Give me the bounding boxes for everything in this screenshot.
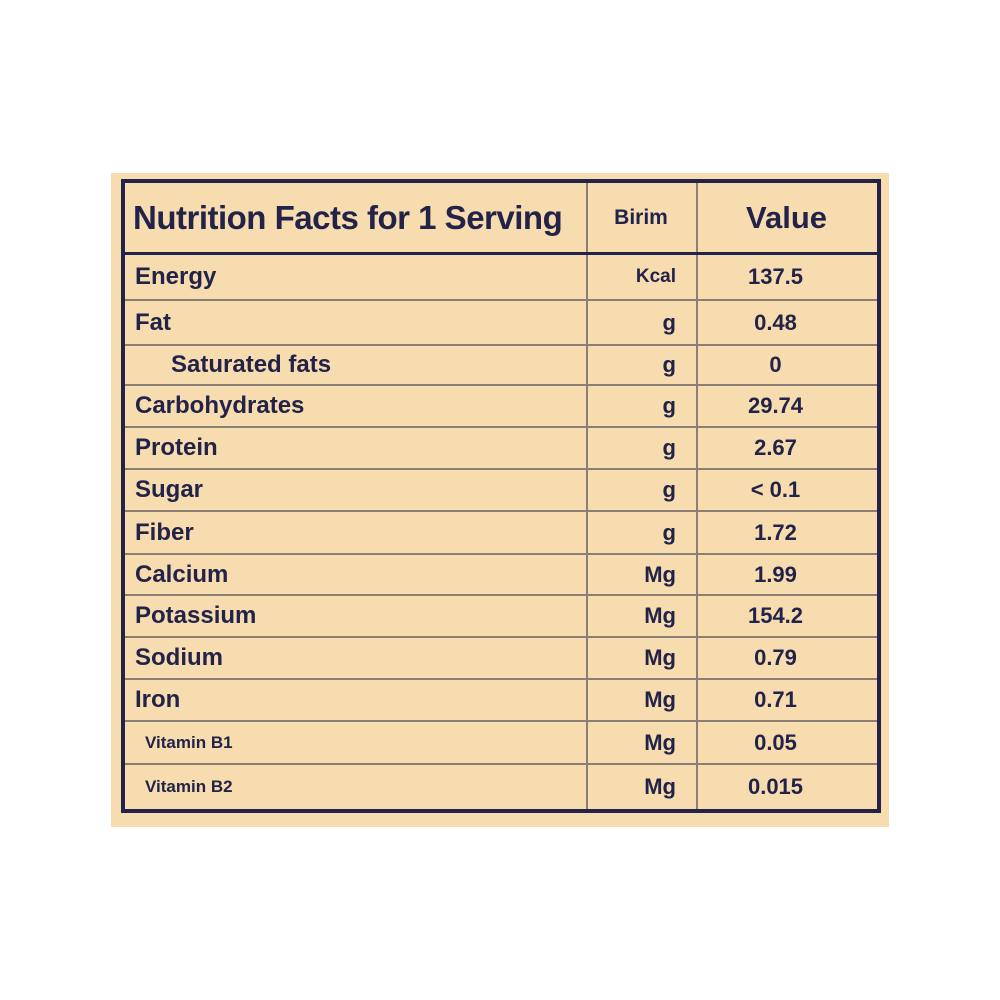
nutrient-unit: Mg (644, 774, 676, 799)
nutrient-name: Vitamin B1 (145, 732, 233, 752)
nutrient-unit: g (662, 309, 676, 335)
table-row-fat: Fat g 0.48 (125, 301, 877, 346)
table-row-saturated-fats: Saturated fats g 0 (125, 346, 877, 386)
nutrient-name: Potassium (135, 602, 257, 629)
nutrient-unit: g (662, 352, 676, 377)
column-divider-value (696, 183, 698, 809)
nutrient-name: Fat (135, 308, 171, 336)
nutrient-unit: Mg (644, 687, 676, 712)
nutrient-value: 2.67 (754, 435, 797, 460)
nutrient-value: 0 (769, 352, 782, 377)
nutrient-unit: g (662, 393, 676, 418)
nutrient-value: 0.71 (754, 687, 797, 712)
nutrition-facts-table: Nutrition Facts for 1 Serving Birim Valu… (121, 179, 881, 813)
table-row-energy: Energy Kcal 137.5 (125, 255, 877, 301)
nutrient-value: 0.05 (754, 729, 797, 755)
nutrient-value: 0.48 (754, 309, 797, 335)
table-row-iron: Iron Mg 0.71 (125, 680, 877, 722)
table-row-sodium: Sodium Mg 0.79 (125, 638, 877, 680)
table-row-fiber: Fiber g 1.72 (125, 512, 877, 555)
table-row-vitamin-b2: Vitamin B2 Mg 0.015 (125, 765, 877, 809)
nutrient-name: Calcium (135, 560, 229, 588)
nutrient-name: Sugar (135, 476, 204, 503)
nutrient-value: 29.74 (747, 393, 804, 418)
nutrient-unit: Mg (644, 729, 676, 755)
nutrition-label-panel: Nutrition Facts for 1 Serving Birim Valu… (111, 173, 889, 827)
nutrient-unit: g (662, 519, 676, 545)
nutrient-unit: Kcal (635, 266, 676, 287)
nutrient-value: 0.79 (754, 645, 797, 670)
nutrient-value: 154.2 (747, 603, 804, 628)
nutrient-value: 0.015 (747, 774, 804, 799)
value-column-header: Value (746, 199, 827, 235)
table-row-protein: Protein g 2.67 (125, 428, 877, 470)
nutrient-name: Sodium (135, 644, 223, 671)
nutrient-value: < 0.1 (750, 477, 801, 502)
nutrient-name: Protein (135, 434, 218, 461)
nutrient-name: Vitamin B2 (145, 777, 233, 796)
column-divider-unit (586, 183, 588, 809)
nutrient-unit: g (662, 477, 676, 502)
nutrient-value: 137.5 (747, 264, 804, 289)
table-row-potassium: Potassium Mg 154.2 (125, 596, 877, 638)
table-row-carbohydrates: Carbohydrates g 29.74 (125, 386, 877, 428)
nutrient-unit: Mg (644, 645, 676, 670)
nutrient-unit: g (662, 435, 676, 460)
nutrient-name: Fiber (135, 518, 194, 546)
nutrient-name: Iron (135, 686, 181, 713)
nutrient-unit: Mg (644, 561, 676, 587)
table-header-row: Nutrition Facts for 1 Serving Birim Valu… (125, 183, 877, 255)
nutrient-name: Energy (135, 263, 217, 290)
nutrient-unit: Mg (644, 603, 676, 628)
nutrient-name: Carbohydrates (135, 392, 305, 419)
table-row-vitamin-b1: Vitamin B1 Mg 0.05 (125, 722, 877, 765)
nutrient-value: 1.99 (754, 561, 797, 587)
nutrient-value: 1.72 (754, 519, 797, 545)
table-title: Nutrition Facts for 1 Serving (133, 198, 563, 236)
nutrient-name: Saturated fats (171, 351, 332, 378)
unit-column-header: Birim (614, 205, 668, 229)
table-row-calcium: Calcium Mg 1.99 (125, 555, 877, 596)
table-row-sugar: Sugar g < 0.1 (125, 470, 877, 512)
